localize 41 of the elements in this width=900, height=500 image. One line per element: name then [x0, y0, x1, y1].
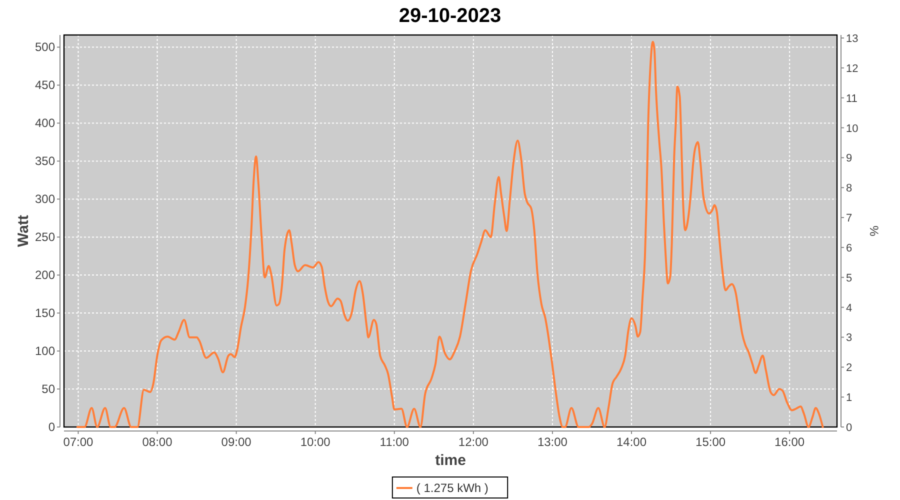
y2-tick-label: 1 — [846, 392, 852, 404]
legend-label: ( 1.275 kWh ) — [416, 481, 488, 495]
y2-tick-label: 3 — [846, 332, 852, 344]
x-tick-label: 10:00 — [300, 435, 331, 449]
y-tick-label: 300 — [34, 192, 56, 206]
chart-title: 29-10-2023 — [398, 5, 502, 27]
y2-tick-label: 9 — [846, 152, 852, 165]
y2-tick-label: 0 — [846, 422, 852, 434]
x-tick-label: 09:00 — [221, 435, 252, 449]
y2-tick-label: 4 — [846, 302, 852, 314]
y2-tick-label: 11 — [846, 92, 858, 105]
y-tick-label: 100 — [34, 344, 56, 358]
y2-tick-label: 13 — [846, 32, 858, 45]
x-tick-label: 08:00 — [142, 435, 173, 449]
y-axis-title: Watt — [15, 215, 32, 247]
x-tick-label: 13:00 — [537, 435, 568, 449]
x-tick-label: 11:00 — [380, 435, 410, 449]
x-tick-label: 12:00 — [458, 435, 489, 449]
y-tick-label: 0 — [48, 420, 56, 434]
y-tick-label: 450 — [34, 78, 56, 92]
x-tick-label: 07:00 — [63, 435, 94, 449]
y-tick-label: 500 — [34, 40, 56, 54]
y-tick-label: 200 — [34, 268, 56, 282]
y2-tick-label: 6 — [846, 242, 852, 254]
y2-tick-label: 5 — [846, 272, 852, 284]
y2-tick-label: 10 — [846, 122, 858, 135]
y-tick-label: 250 — [34, 230, 56, 244]
y-tick-label: 50 — [42, 382, 56, 396]
y2-tick-label: 12 — [846, 62, 858, 75]
x-axis-title: time — [435, 452, 466, 469]
y2-tick-label: 2 — [846, 362, 852, 374]
x-tick-label: 16:00 — [774, 435, 805, 449]
y2-tick-label: 7 — [846, 212, 852, 225]
y-tick-label: 400 — [34, 116, 56, 130]
y-tick-label: 150 — [34, 306, 56, 320]
x-tick-label: 15:00 — [696, 435, 726, 449]
line-series — [76, 40, 824, 428]
y-tick-label: 350 — [34, 154, 56, 168]
x-tick-label: 14:00 — [616, 435, 647, 449]
y2-tick-label: 8 — [846, 182, 852, 195]
y2-axis-title: % — [867, 226, 881, 237]
